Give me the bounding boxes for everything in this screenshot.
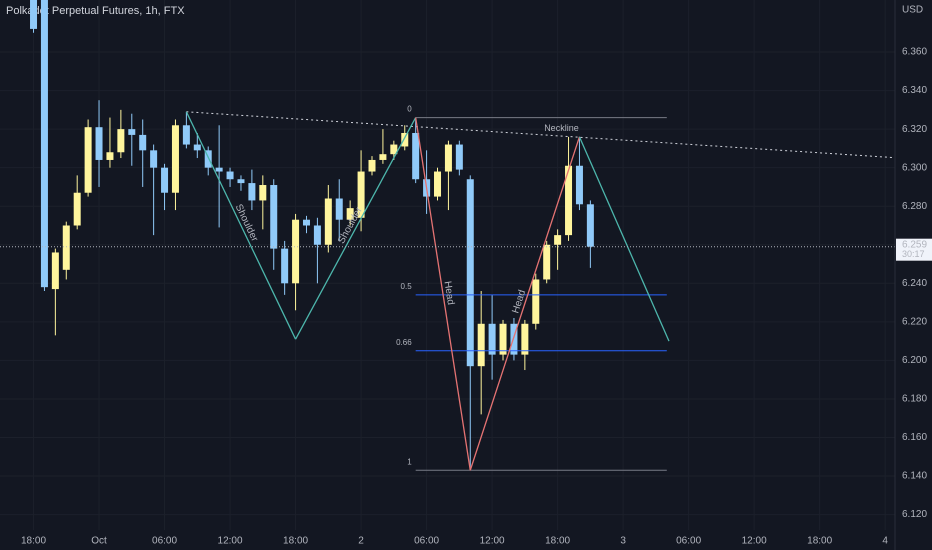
candle-body xyxy=(412,132,420,180)
y-tick-label: 6.240 xyxy=(902,278,927,289)
candle-body xyxy=(390,144,398,155)
x-tick-label: 12:00 xyxy=(742,536,767,547)
candle-body xyxy=(215,167,223,172)
candle-body xyxy=(193,144,201,151)
current-price-box xyxy=(896,238,932,261)
y-tick-label: 6.180 xyxy=(902,394,927,405)
fib-label: 0.66 xyxy=(396,338,412,347)
candle-body xyxy=(346,208,354,220)
candle-body xyxy=(401,132,409,147)
candle-body xyxy=(150,150,158,168)
x-tick-label: 06:00 xyxy=(152,536,177,547)
candle-body xyxy=(335,198,343,220)
candle-body xyxy=(532,279,540,324)
candle-body xyxy=(62,225,70,270)
candle-body xyxy=(292,219,300,284)
candle-body xyxy=(455,144,463,170)
x-tick-label: 18:00 xyxy=(283,536,308,547)
candle-body xyxy=(575,165,583,205)
candle-body xyxy=(281,248,289,284)
candle-body xyxy=(182,125,190,145)
candle-body xyxy=(313,225,321,245)
candle-body xyxy=(117,129,125,153)
pattern-leg xyxy=(415,117,471,471)
x-tick-label: 18:00 xyxy=(545,536,570,547)
axes: 6.1206.1406.1606.1806.2006.2206.2406.260… xyxy=(21,47,932,547)
candle-body xyxy=(379,154,387,160)
candle-body xyxy=(139,134,147,151)
y-tick-label: 6.360 xyxy=(902,47,927,58)
candle-body xyxy=(226,171,234,180)
y-tick-label: 6.140 xyxy=(902,471,927,482)
candle-body xyxy=(30,0,38,29)
x-tick-label: 4 xyxy=(882,536,888,547)
candle-body xyxy=(270,185,278,249)
x-tick-label: Oct xyxy=(91,536,107,547)
y-tick-label: 6.160 xyxy=(902,432,927,443)
candle-body xyxy=(499,323,507,355)
chart-title: Polkadot Perpetual Futures, 1h, FTX xyxy=(6,5,185,17)
pattern-leg xyxy=(578,136,670,342)
x-tick-label: 12:00 xyxy=(218,536,243,547)
candle-body xyxy=(357,171,365,218)
candle-body xyxy=(106,152,114,160)
y-tick-label: 6.200 xyxy=(902,355,927,366)
candle-body xyxy=(84,127,92,193)
candle-body xyxy=(204,150,212,168)
y-tick-label: 6.300 xyxy=(902,162,927,173)
fib-label: 0.5 xyxy=(401,282,413,291)
currency-label: USD xyxy=(902,5,923,16)
candle-body xyxy=(466,179,474,367)
candle-body xyxy=(161,167,169,193)
candle-body xyxy=(543,244,551,280)
candle-body xyxy=(510,323,518,355)
pattern-leg xyxy=(469,136,581,471)
pattern-leg xyxy=(185,111,297,340)
y-tick-label: 6.340 xyxy=(902,85,927,96)
x-tick-label: 06:00 xyxy=(676,536,701,547)
fib-label: 1 xyxy=(407,457,412,466)
candle-body xyxy=(259,185,267,201)
candle-body xyxy=(95,127,103,160)
fib-label: 0 xyxy=(407,105,412,114)
candle-body xyxy=(40,0,48,288)
candle-body xyxy=(488,323,496,355)
candle-body xyxy=(444,144,452,172)
y-tick-label: 6.280 xyxy=(902,201,927,212)
x-tick-label: 3 xyxy=(620,536,626,547)
current-price-label: 6.259 xyxy=(902,239,927,250)
candle-body xyxy=(521,323,529,355)
candle-body xyxy=(128,129,136,135)
x-tick-label: 06:00 xyxy=(414,536,439,547)
candle-body xyxy=(434,171,442,197)
candle-body xyxy=(73,192,81,226)
trendline-label: Neckline xyxy=(544,123,579,133)
x-tick-label: 2 xyxy=(358,536,364,547)
x-tick-label: 18:00 xyxy=(21,536,46,547)
candle-body xyxy=(477,323,485,367)
x-tick-label: 12:00 xyxy=(480,536,505,547)
candle-body xyxy=(586,204,594,247)
candle-body xyxy=(554,235,562,245)
candle-body xyxy=(565,165,573,236)
pattern-leg xyxy=(294,117,417,340)
candle-body xyxy=(171,125,179,193)
candle-body xyxy=(51,252,59,290)
candle-body xyxy=(324,198,332,245)
candle-body xyxy=(237,179,245,184)
trendline xyxy=(186,111,895,159)
pattern-label: Head xyxy=(441,280,456,305)
x-tick-label: 18:00 xyxy=(807,536,832,547)
y-tick-label: 6.220 xyxy=(902,316,927,327)
y-tick-label: 6.320 xyxy=(902,124,927,135)
y-tick-label: 6.120 xyxy=(902,509,927,520)
candle-body xyxy=(368,159,376,172)
candle-body xyxy=(248,183,256,201)
countdown-label: 30:17 xyxy=(902,249,925,259)
candle-body xyxy=(302,219,310,226)
